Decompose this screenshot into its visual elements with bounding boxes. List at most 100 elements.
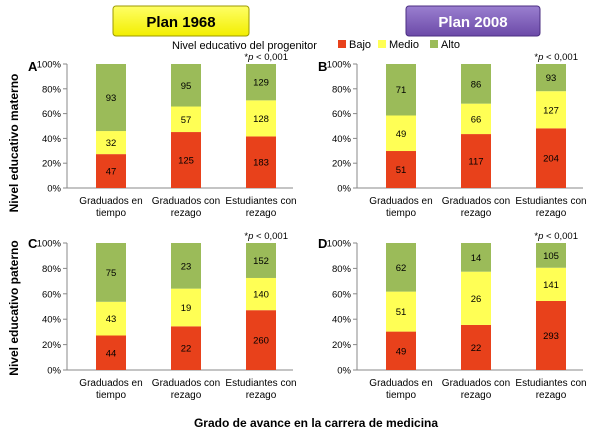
bar-segment-bajo [96, 154, 126, 188]
bar-segment-alto [461, 243, 491, 272]
bar-segment-bajo [461, 134, 491, 188]
data-label: 23 [181, 261, 192, 272]
data-label: 293 [543, 331, 559, 342]
y-tick-label: 80% [332, 84, 352, 95]
y-tick-label: 40% [42, 315, 62, 326]
legend-item-bajo: Bajo [338, 39, 371, 51]
data-label: 22 [471, 343, 482, 354]
y-tick-label: 60% [42, 109, 62, 120]
category-label: Graduados en tiempo [79, 378, 142, 401]
significance-annotation: *p < 0,001 [534, 231, 578, 242]
y-tick-label: 40% [332, 315, 352, 326]
y-tick-label: 0% [337, 184, 351, 195]
category-label: Estudiantes con rezago [515, 378, 586, 401]
panel-a: A 0% 20% 40% 60% 80% 100% *p < 0,001 47 32 93 Gradu… [28, 52, 297, 219]
bar-segment-medio [386, 115, 416, 152]
category-label: Graduados con rezago [152, 196, 220, 219]
plan-1968-label: Plan 1968 [146, 14, 215, 31]
bar-stack: 183 128 129 [246, 64, 276, 188]
y-tick-label: 100% [37, 60, 62, 71]
bar-segment-medio [536, 91, 566, 129]
data-label: 22 [181, 344, 192, 355]
bar-stack: 49 51 62 [386, 243, 416, 370]
data-label: 129 [253, 78, 269, 89]
bar-segment-medio [536, 267, 566, 301]
bar-stack: 260 140 152 [246, 243, 276, 370]
bar-segment-medio [96, 131, 126, 155]
y-tick-label: 20% [332, 159, 352, 170]
row-label-paternal: Nivel educativo paterno [7, 240, 21, 375]
bar-segment-bajo [536, 128, 566, 188]
data-label: 66 [471, 114, 482, 125]
bar-segment-bajo [246, 136, 276, 188]
y-tick-label: 80% [42, 84, 62, 95]
legend-swatch [378, 40, 386, 48]
legend-label: Alto [441, 39, 460, 51]
legend-swatch [338, 40, 346, 48]
data-label: 49 [396, 129, 407, 140]
data-label: 128 [253, 114, 269, 125]
y-tick-label: 20% [332, 340, 352, 351]
bar-segment-alto [96, 64, 126, 132]
data-label: 14 [471, 253, 482, 264]
bar-stack: 117 66 86 [461, 64, 491, 188]
panel-d: D 0% 20% 40% 60% 80% 100% *p < 0,001 49 51 62 Gradu… [318, 231, 587, 401]
data-label: 127 [543, 105, 559, 116]
data-label: 95 [181, 81, 192, 92]
bar-segment-alto [461, 64, 491, 104]
bar-stack: 51 49 71 [386, 64, 416, 188]
bar-stack: 22 19 23 [171, 243, 201, 370]
category-label: Graduados en tiempo [369, 378, 432, 401]
data-label: 93 [546, 73, 557, 84]
y-tick-label: 40% [332, 134, 352, 145]
y-tick-label: 100% [327, 239, 352, 250]
data-label: 47 [106, 167, 117, 178]
bar-segment-bajo [246, 310, 276, 370]
bar-segment-bajo [96, 335, 126, 370]
bar-stack: 293 141 105 [536, 243, 566, 370]
data-label: 51 [396, 307, 407, 318]
category-label: Graduados en tiempo [369, 196, 432, 219]
bar-segment-medio [386, 291, 416, 332]
data-label: 19 [181, 303, 192, 314]
bar-segment-medio [461, 271, 491, 325]
bar-stack: 44 43 75 [96, 243, 126, 370]
legend-title: Nivel educativo del progenitor [172, 40, 317, 52]
bar-stack: 204 127 93 [536, 64, 566, 188]
y-tick-label: 40% [42, 134, 62, 145]
y-tick-label: 80% [332, 264, 352, 275]
y-tick-label: 80% [42, 264, 62, 275]
category-label: Graduados en tiempo [79, 196, 142, 219]
legend-label: Medio [389, 39, 419, 51]
bar-segment-alto [386, 64, 416, 116]
bar-segment-bajo [536, 300, 566, 370]
bar-segment-alto [96, 243, 126, 302]
data-label: 32 [106, 138, 117, 149]
data-label: 57 [181, 115, 192, 126]
y-tick-label: 100% [37, 239, 62, 250]
data-label: 44 [106, 348, 117, 359]
bar-segment-alto [246, 243, 276, 278]
significance-annotation: *p < 0,001 [244, 52, 288, 63]
bar-segment-alto [171, 243, 201, 289]
bar-segment-medio [171, 288, 201, 327]
bar-segment-bajo [171, 326, 201, 370]
y-tick-label: 60% [42, 289, 62, 300]
data-label: 141 [543, 280, 559, 291]
panel-c: C 0% 20% 40% 60% 80% 100% *p < 0,001 44 43 75 Gradu… [28, 231, 297, 401]
category-label: Graduados con rezago [442, 378, 510, 401]
y-tick-label: 0% [47, 184, 61, 195]
bar-stack: 47 32 93 [96, 64, 126, 188]
data-label: 26 [471, 294, 482, 305]
panel-letter: D [318, 236, 327, 251]
y-tick-label: 0% [337, 366, 351, 377]
bar-segment-alto [386, 243, 416, 292]
bar-segment-bajo [386, 151, 416, 188]
data-label: 62 [396, 263, 407, 274]
data-label: 152 [253, 256, 269, 267]
significance-annotation: *p < 0,001 [534, 52, 578, 63]
bar-segment-medio [461, 103, 491, 135]
plan-1968-box: Plan 1968 [112, 5, 250, 37]
bar-segment-bajo [171, 132, 201, 188]
bar-segment-bajo [461, 324, 491, 370]
